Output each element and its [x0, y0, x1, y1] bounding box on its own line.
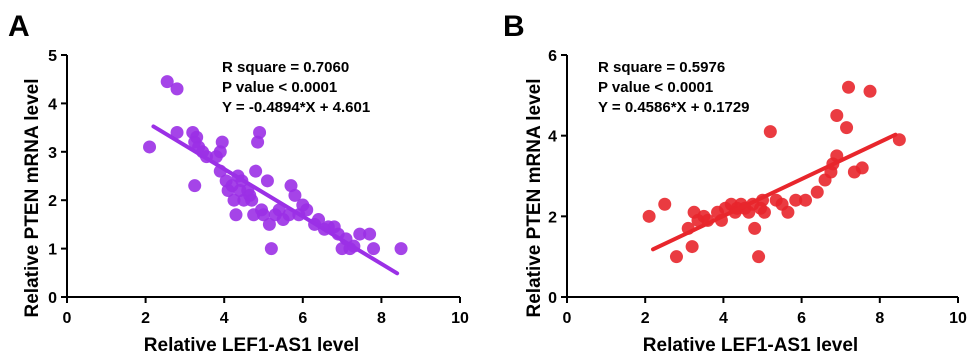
regression-line [151, 124, 400, 276]
data-point [170, 82, 184, 96]
data-point [257, 208, 270, 222]
panel-label: B [503, 10, 525, 43]
data-point [229, 208, 243, 222]
data-point [300, 203, 314, 217]
panel-b: B 0 2 4 6 8 10 0 2 4 6 Relative LEF1-AS1 level Relat… [503, 10, 967, 356]
data-point [799, 193, 813, 207]
y-tick-label: 3 [48, 145, 57, 162]
stats-annotation: P value < 0.0001 [598, 79, 713, 96]
stats-annotation: Y = 0.4586*X + 0.1729 [598, 99, 750, 116]
data-point [363, 227, 377, 241]
data-point [752, 250, 766, 264]
data-point [763, 125, 777, 139]
data-point [840, 121, 854, 135]
data-point [642, 209, 656, 223]
data-point [685, 240, 699, 254]
x-tick-label: 0 [563, 310, 572, 327]
data-point [855, 161, 869, 175]
y-tick-label: 1 [48, 242, 57, 259]
y-tick-label: 6 [548, 48, 557, 65]
data-point [288, 188, 302, 202]
data-point [810, 185, 824, 199]
data-point [260, 174, 274, 188]
data-point [215, 135, 229, 149]
data-point [781, 205, 795, 219]
x-tick-label: 8 [377, 310, 386, 327]
data-point [253, 125, 267, 139]
y-tick-label: 4 [48, 96, 57, 113]
x-tick-label: 2 [641, 310, 650, 327]
y-axis-title: Relative PTEN mRNA level [22, 79, 43, 318]
data-point [160, 75, 174, 89]
data-point [830, 109, 844, 122]
data-point [789, 193, 803, 207]
data-point [143, 140, 157, 154]
data-point [367, 242, 381, 256]
stats-annotation: P value < 0.0001 [222, 79, 337, 96]
data-point [251, 135, 265, 149]
data-point [188, 179, 202, 193]
data-point [190, 130, 204, 144]
x-tick-label: 2 [141, 310, 150, 327]
x-tick-label: 4 [220, 310, 229, 327]
y-axis-title: Relative PTEN mRNA level [524, 79, 545, 318]
x-tick-label: 6 [797, 310, 806, 327]
data-point [658, 197, 672, 211]
data-point [863, 84, 877, 98]
stats-annotation: Y = -0.4894*X + 4.601 [222, 99, 370, 116]
y-tick-label: 0 [48, 290, 57, 307]
y-tick-label: 4 [548, 129, 557, 146]
x-axis-title: Relative LEF1-AS1 level [643, 335, 858, 356]
stats-annotation: R square = 0.7060 [222, 59, 349, 76]
x-tick-label: 0 [63, 310, 72, 327]
x-tick-label: 10 [949, 310, 967, 327]
y-tick-label: 2 [548, 209, 557, 226]
regression-line [651, 132, 898, 252]
x-tick-label: 4 [719, 310, 728, 327]
data-point [249, 164, 263, 178]
panel-a: A 0 2 4 6 8 10 0 1 2 3 4 5 Relative LEF1-AS1 level Rel… [8, 10, 469, 356]
data-point [353, 227, 367, 241]
x-tick-label: 10 [451, 310, 469, 327]
y-tick-label: 5 [48, 48, 57, 65]
data-point [245, 193, 259, 207]
panel-label: A [8, 10, 30, 43]
data-point [669, 250, 683, 264]
data-point [262, 217, 276, 231]
data-point [213, 145, 227, 159]
x-axis-title: Relative LEF1-AS1 level [144, 335, 359, 356]
data-point [264, 242, 278, 256]
data-point [842, 80, 856, 94]
data-point [227, 193, 241, 207]
data-point [170, 125, 184, 139]
x-tick-label: 8 [875, 310, 884, 327]
x-tick-label: 6 [298, 310, 307, 327]
y-tick-label: 0 [548, 290, 557, 307]
data-point [394, 242, 408, 256]
data-point [748, 221, 762, 235]
y-tick-label: 2 [48, 193, 57, 210]
data-point [757, 205, 771, 219]
stats-annotation: R square = 0.5976 [598, 59, 725, 76]
